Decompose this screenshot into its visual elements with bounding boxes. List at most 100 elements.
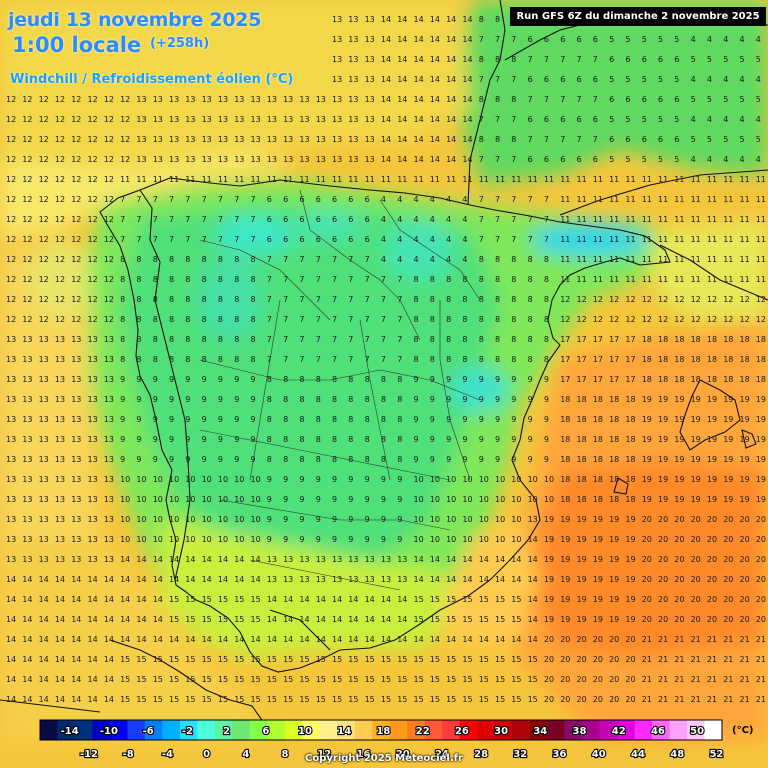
grid-value: 14 (381, 115, 391, 124)
grid-value: 15 (185, 695, 195, 704)
grid-value: 7 (283, 275, 288, 284)
grid-value: 19 (625, 555, 635, 564)
grid-value: 5 (691, 95, 696, 104)
grid-value: 10 (153, 515, 163, 524)
grid-value: 14 (136, 595, 146, 604)
legend-swatch (669, 720, 688, 740)
grid-value: 19 (642, 455, 652, 464)
grid-value: 5 (658, 115, 663, 124)
legend-label-bottom: 36 (553, 749, 567, 760)
grid-value: 14 (251, 575, 261, 584)
grid-value: 6 (299, 195, 304, 204)
grid-value: 9 (544, 375, 549, 384)
grid-value: 4 (740, 75, 745, 84)
grid-value: 14 (22, 635, 32, 644)
grid-value: 7 (479, 115, 484, 124)
grid-value: 14 (479, 555, 489, 564)
grid-value: 7 (381, 335, 386, 344)
grid-value: 13 (332, 55, 342, 64)
grid-value: 20 (642, 575, 652, 584)
grid-value: 19 (658, 475, 668, 484)
grid-value: 14 (446, 15, 456, 24)
grid-value: 18 (625, 395, 635, 404)
grid-value: 15 (267, 655, 277, 664)
grid-value: 20 (691, 535, 701, 544)
grid-value: 8 (316, 395, 321, 404)
grid-value: 6 (609, 55, 614, 64)
grid-value: 14 (169, 575, 179, 584)
grid-value: 14 (39, 695, 49, 704)
grid-value: 13 (348, 575, 358, 584)
grid-value: 10 (462, 495, 472, 504)
grid-value: 15 (251, 695, 261, 704)
grid-value: 4 (740, 115, 745, 124)
grid-value: 9 (446, 435, 451, 444)
grid-value: 19 (609, 615, 619, 624)
grid-value: 14 (153, 555, 163, 564)
grid-value: 6 (593, 155, 598, 164)
grid-value: 13 (267, 115, 277, 124)
grid-value: 14 (462, 115, 472, 124)
grid-value: 12 (104, 175, 114, 184)
grid-value: 8 (299, 395, 304, 404)
grid-value: 6 (625, 55, 630, 64)
grid-value: 8 (283, 415, 288, 424)
grid-value: 9 (283, 495, 288, 504)
grid-value: 9 (234, 375, 239, 384)
grid-value: 6 (267, 215, 272, 224)
grid-value: 13 (365, 35, 375, 44)
grid-value: 13 (39, 495, 49, 504)
grid-value: 5 (756, 135, 761, 144)
grid-value: 5 (609, 115, 614, 124)
grid-value: 12 (560, 315, 570, 324)
grid-value: 13 (22, 475, 32, 484)
forecast-time: 1:00 locale (12, 33, 142, 57)
grid-value: 7 (153, 195, 158, 204)
forecast-lead: (+258h) (150, 36, 210, 51)
grid-value: 18 (577, 495, 587, 504)
grid-value: 5 (674, 155, 679, 164)
grid-value: 13 (71, 555, 81, 564)
grid-value: 8 (234, 355, 239, 364)
grid-value: 8 (283, 455, 288, 464)
grid-value: 14 (348, 635, 358, 644)
grid-value: 12 (6, 115, 16, 124)
grid-value: 14 (55, 675, 65, 684)
grid-value: 8 (120, 275, 125, 284)
grid-value: 15 (479, 695, 489, 704)
grid-value: 6 (299, 235, 304, 244)
grid-value: 11 (609, 215, 619, 224)
grid-value: 12 (22, 235, 32, 244)
grid-value: 6 (593, 75, 598, 84)
grid-value: 13 (6, 475, 16, 484)
grid-value: 8 (348, 375, 353, 384)
grid-value: 19 (577, 555, 587, 564)
grid-value: 14 (397, 595, 407, 604)
grid-value: 19 (756, 395, 766, 404)
grid-value: 13 (234, 95, 244, 104)
grid-value: 8 (528, 255, 533, 264)
grid-value: 9 (316, 535, 321, 544)
grid-value: 9 (397, 535, 402, 544)
grid-value: 7 (251, 235, 256, 244)
grid-value: 19 (544, 615, 554, 624)
legend: -14 -10 -6 -2 2 6 10 14 18 22 26 30 34 38 42 46 50-12 -8-… (39, 719, 724, 761)
grid-value: 7 (397, 335, 402, 344)
grid-value: 13 (348, 95, 358, 104)
grid-value: 13 (332, 15, 342, 24)
grid-value: 11 (740, 235, 750, 244)
grid-value: 18 (756, 335, 766, 344)
grid-value: 7 (511, 235, 516, 244)
grid-value: 14 (218, 575, 228, 584)
grid-value: 7 (511, 155, 516, 164)
grid-value: 18 (740, 335, 750, 344)
grid-value: 10 (511, 495, 521, 504)
grid-value: 15 (511, 675, 521, 684)
grid-value: 7 (479, 235, 484, 244)
grid-value: 13 (71, 355, 81, 364)
grid-value: 8 (479, 15, 484, 24)
grid-value: 9 (544, 435, 549, 444)
grid-value: 10 (414, 495, 424, 504)
grid-value: 7 (299, 335, 304, 344)
grid-value: 8 (136, 295, 141, 304)
